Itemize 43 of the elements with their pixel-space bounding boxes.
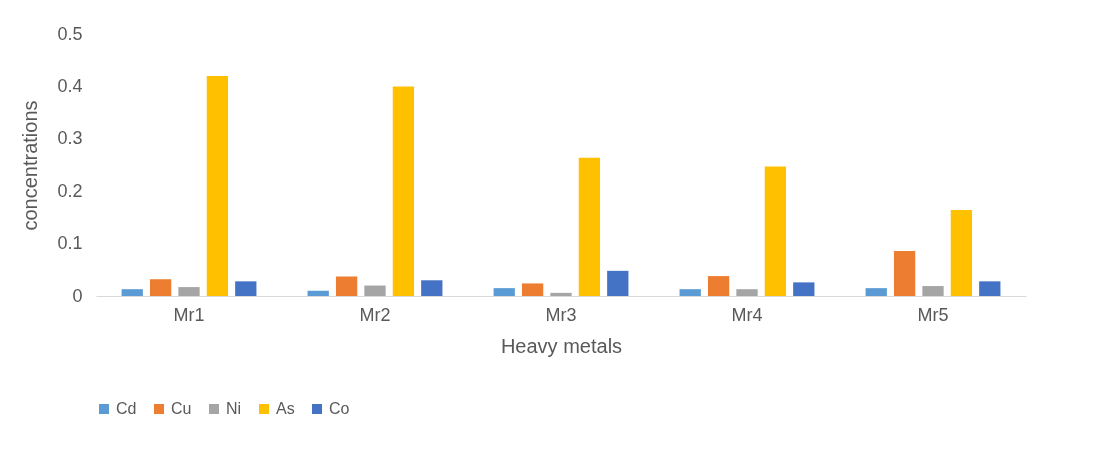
x-tick-label: Mr4 bbox=[731, 304, 763, 325]
bar bbox=[178, 287, 200, 296]
y-tick-label: 0.2 bbox=[57, 180, 83, 201]
bar bbox=[307, 290, 329, 296]
bar bbox=[736, 289, 758, 296]
x-tick-label: Mr1 bbox=[173, 304, 205, 325]
bar bbox=[550, 292, 572, 296]
x-axis-title: Heavy metals bbox=[500, 334, 623, 357]
bar bbox=[206, 75, 229, 296]
bar bbox=[521, 283, 544, 296]
bar bbox=[235, 281, 257, 296]
bar bbox=[335, 276, 358, 296]
bar bbox=[421, 280, 443, 296]
y-tick-label: 0.1 bbox=[57, 233, 83, 254]
bar bbox=[950, 210, 973, 296]
y-tick-label: 0.4 bbox=[57, 75, 83, 96]
legend-label: Ni bbox=[226, 400, 242, 417]
bar bbox=[149, 279, 172, 296]
bar bbox=[679, 289, 701, 296]
bar bbox=[893, 250, 916, 296]
bar bbox=[607, 270, 629, 296]
x-tick-label: Mr3 bbox=[545, 304, 577, 325]
bar bbox=[707, 276, 730, 296]
bar bbox=[364, 285, 386, 296]
y-tick-label: 0.5 bbox=[57, 23, 83, 44]
legend-label: Co bbox=[329, 400, 350, 417]
bar bbox=[865, 288, 887, 296]
y-tick-label: 0.3 bbox=[57, 128, 83, 149]
bar bbox=[922, 286, 944, 296]
legend-label: As bbox=[276, 400, 295, 417]
bar bbox=[578, 157, 601, 296]
legend-label: Cd bbox=[116, 400, 137, 417]
legend-label: Cu bbox=[171, 400, 192, 417]
bar bbox=[392, 86, 415, 296]
x-tick-label: Mr2 bbox=[359, 304, 391, 325]
bar bbox=[493, 288, 515, 296]
bar bbox=[121, 289, 143, 296]
bar bbox=[793, 282, 815, 296]
y-axis-title: concentrations bbox=[19, 100, 42, 231]
y-tick-label: 0 bbox=[72, 285, 83, 306]
bar bbox=[979, 281, 1001, 296]
bar bbox=[764, 166, 787, 296]
x-tick-label: Mr5 bbox=[917, 304, 949, 325]
